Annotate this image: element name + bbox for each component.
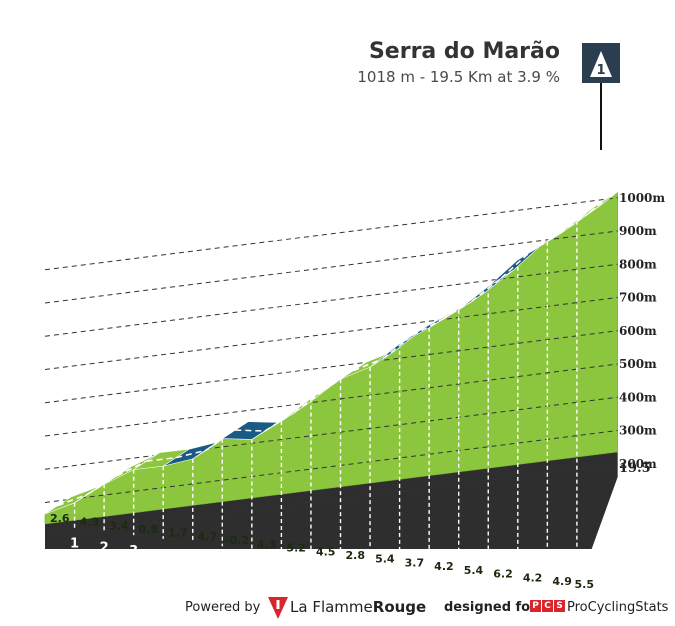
altitude-tick-label: 1000m (619, 191, 665, 205)
km-label: 10 (331, 570, 349, 585)
road-center-line (500, 250, 532, 279)
road-center-line (293, 389, 325, 414)
gradient-label: 2.6 (50, 512, 70, 525)
km-label: 12 (391, 578, 409, 593)
road-center-line (471, 277, 502, 302)
pcs-name: ProCyclingStats (567, 600, 669, 615)
altitude-tick-label: 200m (619, 457, 657, 471)
gradient-label: 2.8 (346, 549, 366, 562)
category-number: 1 (596, 63, 605, 78)
gradient-label: 4.9 (552, 575, 572, 588)
road-center-line (589, 199, 606, 213)
altitude-gridline (44, 463, 618, 537)
pcs-letter-p: P (530, 600, 541, 612)
road-center-line (264, 411, 295, 432)
gradient-label: 0.8 (139, 523, 159, 536)
km-label: 2 (100, 540, 109, 555)
road-center-line (441, 300, 473, 321)
altitude-gridline (44, 430, 618, 503)
road-center-line (530, 232, 561, 252)
km-label: 8 (277, 563, 286, 578)
gradient-label: -0.2 (225, 534, 249, 547)
la-flamme-rouge-logo-icon (268, 597, 288, 619)
gradient-label: 5.5 (575, 578, 595, 591)
altitude-tick-label: 300m (619, 424, 657, 438)
altitude-gridline (44, 197, 618, 271)
gradient-label: 3.4 (109, 519, 129, 532)
road-center-line (116, 460, 147, 477)
km-label: 11 (361, 574, 379, 589)
climb-title: Serra do Marão (369, 39, 560, 64)
road-center-line (205, 429, 236, 451)
km-label: 18 (568, 600, 586, 615)
km-label: 3 (129, 544, 138, 559)
altitude-gridline (44, 363, 618, 437)
brand-second: Rouge (372, 598, 427, 616)
powered-by-text: Powered by (185, 600, 261, 615)
km-label: 14 (450, 585, 468, 600)
km-label: 7 (247, 559, 256, 574)
km-label: 1 (70, 537, 79, 552)
km-label: 4 (159, 548, 168, 563)
road-center-line (412, 318, 443, 336)
altitude-tick-label: 500m (619, 357, 657, 371)
pcs-letter-c: C (542, 600, 553, 612)
gradient-label: 4.3 (80, 516, 100, 529)
road-center-line (235, 429, 265, 432)
altitude-tick-label: 600m (619, 324, 657, 338)
gradient-label: 3.7 (405, 556, 425, 569)
designed-for-text: designed for (444, 600, 537, 615)
km-label: 6 (218, 555, 227, 570)
pcs-letter-s: S (554, 600, 565, 612)
km-label: 13 (420, 581, 438, 596)
gradient-label: 5.4 (464, 564, 484, 577)
altitude-tick-label: 400m (619, 390, 657, 404)
altitude-tick-label: 900m (619, 224, 657, 238)
gradient-label: 1.7 (168, 527, 188, 540)
km-label: 5 (188, 552, 197, 567)
road-center-line (323, 370, 354, 391)
altitude-gridline (44, 396, 618, 470)
gradient-label: 4.2 (523, 571, 543, 584)
altitude-gridline (44, 263, 618, 337)
altitude-gridline (44, 230, 618, 304)
road-center-line (176, 449, 206, 459)
brand-first: La Flamme (290, 598, 373, 616)
gradient-label: 4.5 (316, 545, 336, 558)
mountain-triangle-icon (590, 51, 612, 77)
km-label: 15 (479, 589, 497, 604)
altitude-gridline (44, 297, 618, 370)
gradient-label: 5.2 (286, 542, 306, 555)
profile-base-strip (45, 452, 618, 549)
footer: Powered by La FlammeRouge designed for P… (0, 594, 675, 624)
base-distance-label: 19.5 (619, 461, 651, 476)
road-center-line (57, 493, 88, 507)
km-label: 9 (306, 566, 315, 581)
road-center-line (353, 357, 384, 372)
gradient-label: 4.2 (434, 560, 454, 573)
km-label: 16 (509, 592, 527, 607)
altitude-tick-label: 800m (619, 257, 657, 271)
climb-summary: 1018 m - 19.5 Km at 3.9 % (357, 68, 560, 86)
la-flamme-rouge-brand: La FlammeRouge (290, 598, 426, 616)
gradient-label: 5.4 (375, 553, 395, 566)
pcs-logo-icon: P C S (530, 600, 565, 612)
gradient-label: 4.7 (198, 530, 218, 543)
profile-body: 2.6 4.3 3.4 0.8 1.7 4.7 -0.2 4.3 5.2 4.5 2.8 5.4 3.7… (44, 191, 665, 615)
road-center-line (87, 475, 118, 495)
road-center-line (146, 456, 177, 462)
gradient-label: 6.2 (493, 568, 513, 581)
altitude-tick-label: 700m (619, 291, 657, 305)
gradient-label: 4.3 (257, 538, 277, 551)
summit-category-marker: 1 (582, 43, 620, 150)
altitude-gridline (44, 330, 618, 404)
